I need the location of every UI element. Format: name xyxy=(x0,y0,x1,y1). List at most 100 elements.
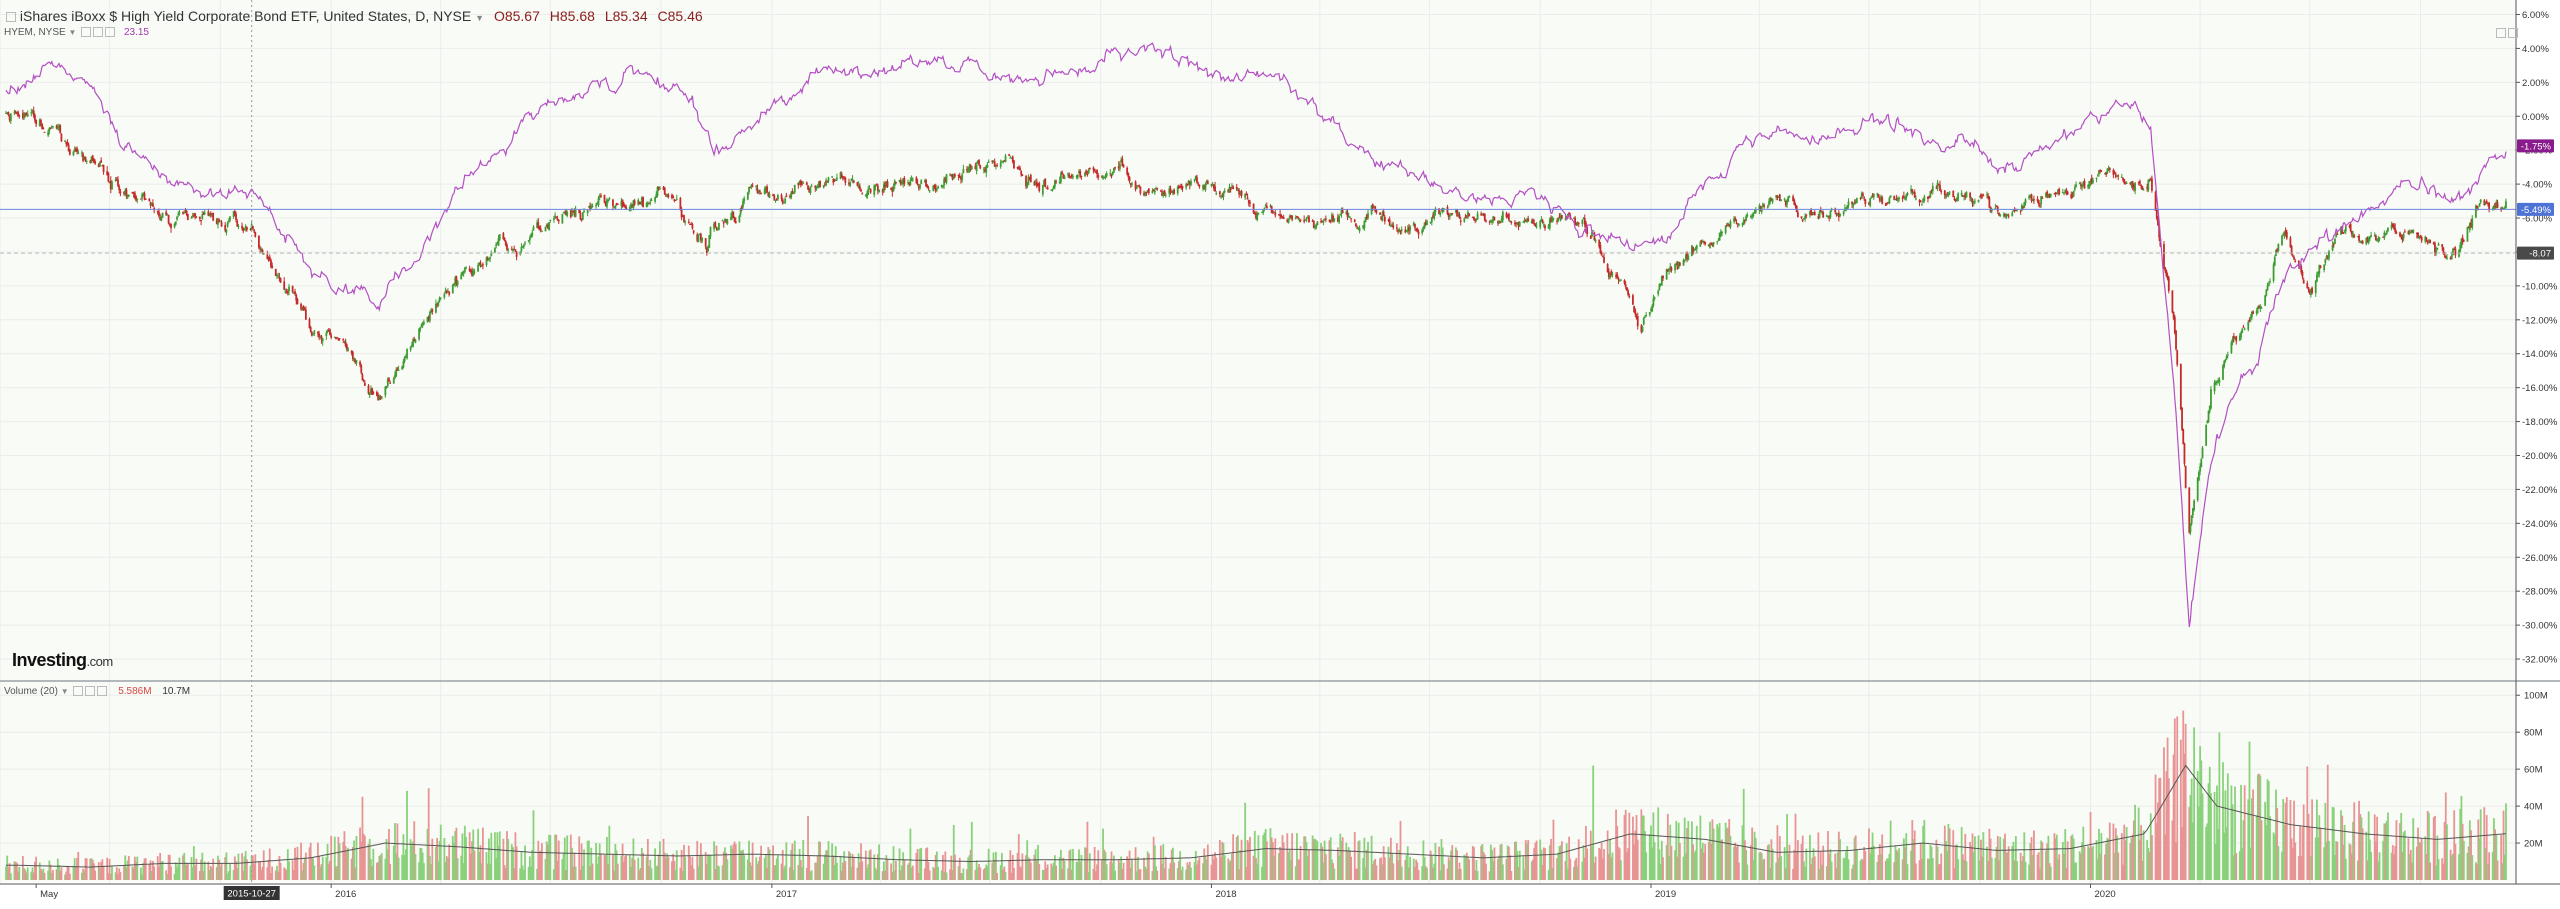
volume-bar xyxy=(1735,847,1738,880)
candle-body xyxy=(992,161,995,163)
dropdown-icon[interactable]: ▼ xyxy=(60,687,69,696)
volume-bar xyxy=(2348,843,2351,880)
volume-bar xyxy=(909,828,912,880)
candle-body xyxy=(1100,176,1103,178)
candle-body xyxy=(1480,213,1483,216)
volume-bar xyxy=(1336,847,1339,880)
volume-bar xyxy=(1002,869,1005,880)
dropdown-icon[interactable]: ▼ xyxy=(475,13,485,23)
settings-icon[interactable] xyxy=(81,27,92,38)
volume-bar xyxy=(1220,856,1222,880)
candle-body xyxy=(649,201,652,203)
candle-body xyxy=(809,186,812,193)
collapse-icon[interactable] xyxy=(6,12,16,23)
volume-bar xyxy=(477,828,479,880)
candle-body xyxy=(562,212,565,214)
volume-bar xyxy=(2073,862,2076,880)
candle-body xyxy=(690,224,693,226)
volume-bar xyxy=(1075,861,1078,880)
candle-body xyxy=(1417,231,1420,235)
volume-bar xyxy=(2360,817,2363,880)
candle-body xyxy=(1517,222,1520,227)
volume-bar xyxy=(2306,766,2309,880)
volume-bar xyxy=(1294,866,1297,880)
candle-body xyxy=(1548,219,1551,229)
candle-body xyxy=(132,192,135,194)
candle-body xyxy=(1373,206,1375,208)
candle-body xyxy=(1766,206,1769,208)
candle-body xyxy=(1632,295,1634,305)
volume-bar xyxy=(957,866,960,880)
volume-bar xyxy=(250,855,253,880)
candle-body xyxy=(194,213,196,217)
volume-bar xyxy=(968,855,971,880)
candle-body xyxy=(842,176,844,179)
candle-body xyxy=(2306,283,2309,289)
candle-body xyxy=(2078,183,2081,185)
volume-bar xyxy=(697,866,700,880)
hide-icon[interactable] xyxy=(93,27,104,38)
volume-bar xyxy=(1498,855,1501,880)
volume-bar xyxy=(1825,866,1828,880)
volume-bar xyxy=(2400,812,2403,880)
volume-bar xyxy=(262,850,265,880)
volume-bar xyxy=(241,853,243,880)
close-icon[interactable] xyxy=(97,686,108,697)
candle-body xyxy=(1839,213,1841,217)
candle-body xyxy=(1607,271,1610,278)
volume-bar xyxy=(1955,844,1958,880)
candle-body xyxy=(1381,212,1384,221)
candle-body xyxy=(595,204,597,207)
hide-icon[interactable] xyxy=(85,686,96,697)
volume-bar xyxy=(243,856,246,880)
candle-body xyxy=(1777,195,1780,198)
volume-bar xyxy=(1788,844,1791,880)
candle-body xyxy=(2384,234,2387,236)
volume-bar xyxy=(209,866,212,880)
volume-bar xyxy=(353,840,355,880)
volume-bar xyxy=(2496,860,2499,880)
candle-body xyxy=(1792,196,1794,202)
settings-icon[interactable] xyxy=(73,686,84,697)
volume-bar xyxy=(2402,832,2405,880)
candle-body xyxy=(1835,213,1838,215)
volume-bar xyxy=(302,863,305,880)
maximize-icon[interactable] xyxy=(2496,27,2506,38)
volume-bar xyxy=(167,854,170,880)
volume-bar xyxy=(1929,844,1932,880)
candle-body xyxy=(2090,177,2093,184)
candle-body xyxy=(1915,198,1917,200)
volume-bar xyxy=(2411,862,2413,880)
candle-body xyxy=(514,249,517,252)
candle-body xyxy=(504,240,507,246)
candle-body xyxy=(380,396,383,399)
candle-body xyxy=(1290,215,1292,217)
dropdown-icon[interactable]: ▼ xyxy=(68,28,77,37)
volume-bar xyxy=(235,861,237,880)
candle-body xyxy=(750,184,753,188)
candle-body xyxy=(1117,166,1120,169)
volume-bar xyxy=(2024,861,2027,880)
candle-body xyxy=(283,281,286,290)
volume-bar xyxy=(2467,846,2470,880)
volume-bar xyxy=(1894,845,1897,880)
candle-body xyxy=(259,247,262,249)
volume-bar xyxy=(2106,837,2109,880)
candle-body xyxy=(2070,194,2073,199)
candle-body xyxy=(1151,190,1154,194)
candle-body xyxy=(1770,198,1773,200)
candle-body xyxy=(1322,221,1325,223)
volume-bar xyxy=(696,840,699,880)
close-icon[interactable] xyxy=(105,27,116,38)
volume-bar xyxy=(1290,860,1292,880)
volume-bar xyxy=(2264,801,2267,880)
candle-body xyxy=(403,357,406,362)
volume-bar xyxy=(1615,809,1617,880)
candle-body xyxy=(743,198,746,202)
candle-body xyxy=(1982,195,1985,197)
close-pane-icon[interactable] xyxy=(2508,27,2518,38)
volume-bar xyxy=(174,862,177,880)
candle-body xyxy=(2290,246,2293,255)
